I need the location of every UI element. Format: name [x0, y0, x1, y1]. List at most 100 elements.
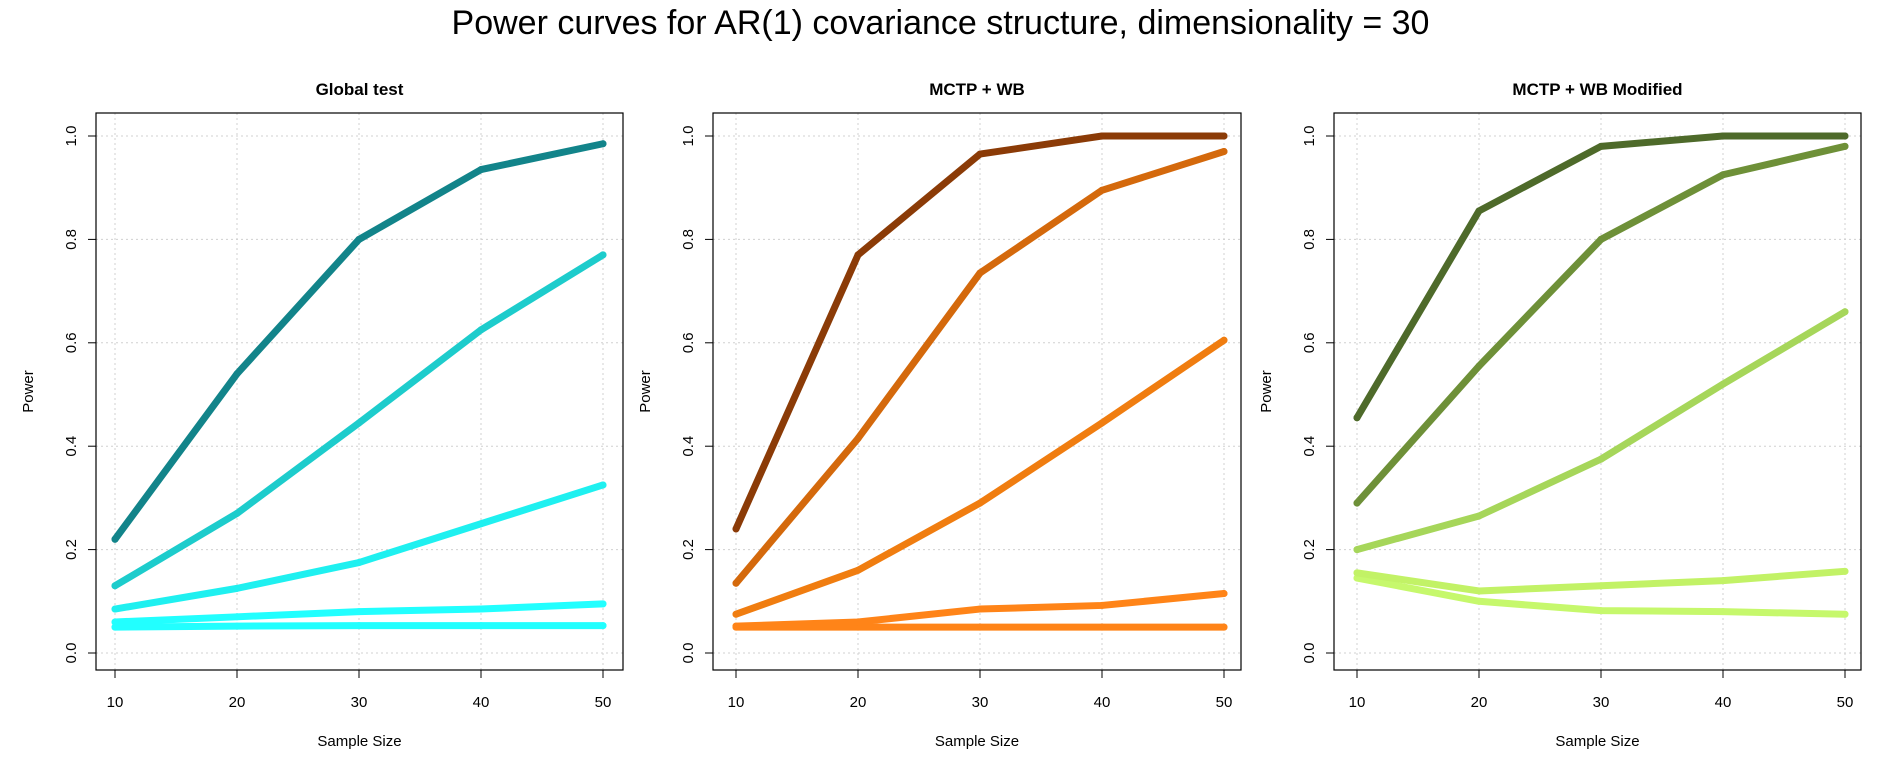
data-point	[854, 618, 862, 626]
data-point	[1597, 235, 1605, 243]
data-point	[477, 622, 485, 630]
data-point	[599, 140, 607, 148]
data-point	[976, 605, 984, 613]
data-point	[732, 579, 740, 587]
data-point	[233, 509, 241, 517]
data-point	[599, 622, 607, 630]
data-point	[233, 370, 241, 378]
data-point	[599, 600, 607, 608]
x-tick-label: 50	[1837, 694, 1854, 711]
x-tick-label: 30	[351, 694, 368, 711]
y-tick-label: 0.2	[63, 539, 80, 560]
data-point	[111, 535, 119, 543]
data-point	[1353, 499, 1361, 507]
x-tick-label: 40	[1094, 694, 1111, 711]
y-tick-label: 0.2	[1301, 539, 1318, 560]
data-point	[1597, 142, 1605, 150]
data-point	[599, 481, 607, 489]
panel-title: Global test	[316, 80, 404, 99]
x-tick-label: 30	[1593, 694, 1610, 711]
data-point	[1098, 419, 1106, 427]
data-point	[1353, 414, 1361, 422]
data-point	[111, 605, 119, 613]
data-point	[599, 251, 607, 259]
data-point	[1220, 623, 1228, 631]
data-point	[1841, 610, 1849, 618]
data-point	[1475, 362, 1483, 370]
data-point	[976, 150, 984, 158]
data-point	[1719, 132, 1727, 140]
data-point	[355, 419, 363, 427]
x-tick-label: 20	[1471, 694, 1488, 711]
data-point	[477, 605, 485, 613]
data-point	[1841, 567, 1849, 575]
data-point	[1719, 577, 1727, 585]
y-tick-label: 0.0	[1301, 643, 1318, 664]
y-axis-label: Power	[1258, 370, 1275, 413]
data-point	[1098, 601, 1106, 609]
y-axis-label: Power	[20, 370, 37, 413]
data-point	[355, 608, 363, 616]
data-point	[355, 559, 363, 567]
data-point	[976, 623, 984, 631]
x-tick-label: 10	[1349, 694, 1366, 711]
data-point	[1353, 546, 1361, 554]
data-point	[1098, 623, 1106, 631]
y-tick-label: 0.4	[63, 436, 80, 457]
data-point	[1597, 607, 1605, 615]
data-point	[976, 269, 984, 277]
data-point	[1475, 512, 1483, 520]
data-point	[233, 613, 241, 621]
data-point	[1841, 142, 1849, 150]
data-point	[1841, 132, 1849, 140]
data-point	[1475, 597, 1483, 605]
data-point	[1475, 207, 1483, 215]
y-tick-label: 0.8	[63, 229, 80, 250]
y-tick-label: 0.8	[1301, 229, 1318, 250]
x-axis-label: Sample Size	[317, 733, 401, 750]
plot-frame	[712, 112, 1242, 671]
data-point	[854, 434, 862, 442]
x-tick-label: 10	[728, 694, 745, 711]
y-tick-label: 0.2	[680, 539, 697, 560]
data-point	[732, 622, 740, 630]
data-point	[1220, 132, 1228, 140]
x-tick-label: 20	[229, 694, 246, 711]
y-axis-label: Power	[637, 370, 654, 413]
data-point	[1220, 336, 1228, 344]
y-tick-label: 0.6	[1301, 332, 1318, 353]
x-axis-label: Sample Size	[935, 733, 1019, 750]
data-point	[355, 622, 363, 630]
data-point	[1220, 148, 1228, 156]
data-point	[1098, 186, 1106, 194]
plot-frame	[95, 112, 624, 671]
data-point	[1220, 590, 1228, 598]
x-tick-label: 50	[1216, 694, 1233, 711]
data-point	[355, 235, 363, 243]
data-point	[477, 166, 485, 174]
data-point	[477, 326, 485, 334]
x-tick-label: 40	[473, 694, 490, 711]
x-tick-label: 40	[1715, 694, 1732, 711]
panel-title: MCTP + WB Modified	[1512, 80, 1682, 99]
x-axis-label: Sample Size	[1555, 733, 1639, 750]
x-tick-label: 30	[972, 694, 989, 711]
y-tick-label: 0.6	[63, 332, 80, 353]
data-point	[1597, 455, 1605, 463]
data-point	[1597, 582, 1605, 590]
data-point	[1719, 380, 1727, 388]
data-point	[111, 618, 119, 626]
data-point	[1719, 608, 1727, 616]
data-point	[233, 622, 241, 630]
y-tick-label: 1.0	[1301, 126, 1318, 147]
x-tick-label: 10	[107, 694, 124, 711]
data-point	[976, 499, 984, 507]
data-point	[1841, 308, 1849, 316]
data-point	[854, 251, 862, 259]
y-tick-label: 0.4	[1301, 436, 1318, 457]
y-tick-label: 0.6	[680, 332, 697, 353]
x-tick-label: 20	[850, 694, 867, 711]
figure-title: Power curves for AR(1) covariance struct…	[451, 4, 1430, 42]
y-tick-label: 0.0	[680, 643, 697, 664]
